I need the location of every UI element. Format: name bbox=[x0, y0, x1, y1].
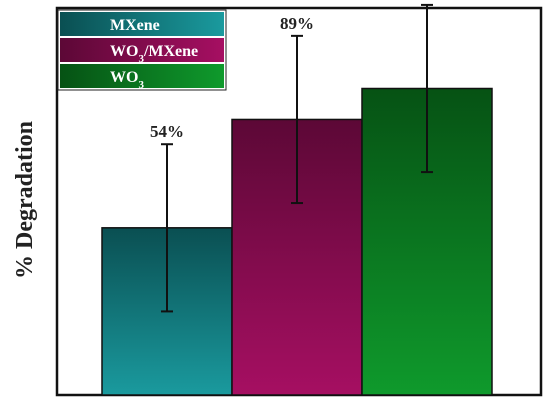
data-labels-layer: 54% 89% 99% bbox=[150, 0, 444, 141]
data-label-wo3-mxene: 89% bbox=[280, 14, 314, 33]
legend-swatch bbox=[60, 64, 224, 88]
legend: MXene WO3/MXene WO3 bbox=[57, 9, 227, 91]
legend-swatch bbox=[60, 12, 224, 36]
legend-label: MXene bbox=[110, 17, 160, 34]
y-axis-label: % Degradation bbox=[12, 121, 38, 279]
legend-item-mxene: MXene bbox=[60, 12, 224, 36]
legend-item-wo3: WO3 bbox=[60, 64, 224, 91]
legend-swatch bbox=[60, 38, 224, 62]
legend-label: WO3 bbox=[110, 69, 144, 91]
error-bar-wo3-mxene bbox=[291, 34, 303, 205]
error-bars-layer bbox=[161, 3, 433, 313]
error-bar-wo3 bbox=[421, 3, 433, 174]
data-label-mxene: 54% bbox=[150, 122, 184, 141]
data-label-wo3: 99% bbox=[410, 0, 444, 2]
legend-item-wo3-mxene: WO3/MXene bbox=[60, 38, 224, 65]
legend-label: WO3/MXene bbox=[110, 43, 198, 65]
error-bar-mxene bbox=[161, 143, 173, 313]
